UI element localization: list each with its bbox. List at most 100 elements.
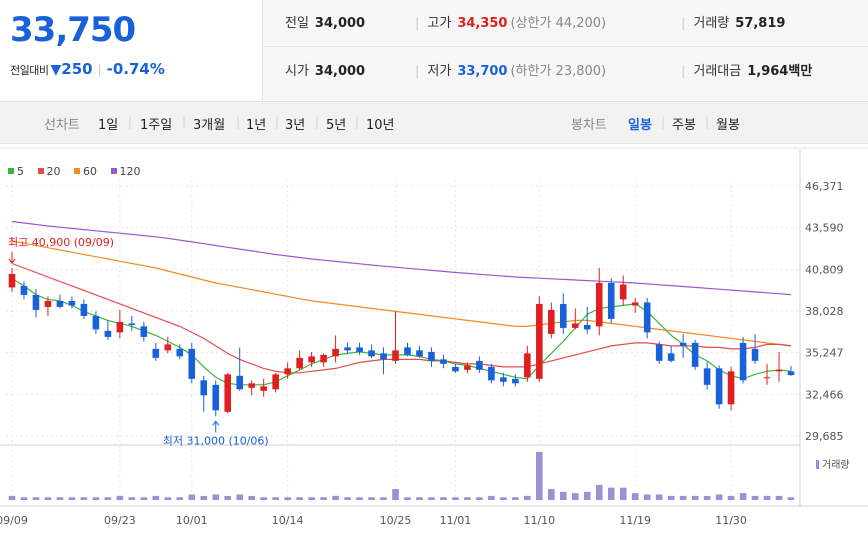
stat-label: 저가 [427,64,452,79]
swatch-icon [8,168,14,174]
volume-bar [260,497,267,500]
stat-label: 거래대금 [693,64,742,79]
x-tick-label: 10/14 [272,514,304,527]
volume-bar [524,495,531,500]
x-tick-label: 11/10 [523,514,555,527]
volume-bar [176,497,184,500]
line-chart-label: 선차트 [44,118,80,133]
candle-daily[interactable]: 일봉 [628,118,652,133]
legend-label: 120 [119,165,141,178]
volume-bar [548,489,555,500]
stat-value: 34,000 [314,64,366,79]
volume-bar [152,495,160,500]
stat-label: 전일 [285,16,309,31]
volume-bars [8,452,795,500]
legend-ma5: 5 [8,165,24,178]
stat-high: | 고가 34,350 (상한가 44,200) [415,12,606,31]
period-1d[interactable]: 1일 [98,118,119,133]
volume-bar [476,497,483,500]
period-1y[interactable]: 1년 [246,118,267,133]
volume-bar [763,495,771,500]
legend-ma20: 20 [37,165,61,178]
volume-bar [643,494,651,500]
quote-header: 33,750 전일대비 ▼250 | -0.74% 전일 34,000 | 고가 34,35… [0,0,868,100]
candle-monthly[interactable]: 월봉 [716,118,740,133]
ma20-line [11,262,792,374]
candle-body [92,315,100,330]
volume-bar [536,452,543,500]
y-tick-label: 32,466 [805,388,844,401]
candle-body [380,353,387,360]
volume-bar [655,494,663,500]
volume-bar [416,497,423,500]
candle-body [751,348,759,361]
ma-legend: 5 20 60 120 [8,165,151,178]
candle-body [643,302,651,333]
volume-bar [344,497,351,500]
volume-bar [284,497,291,500]
volume-bar [332,495,339,500]
divider: | [681,64,686,79]
candle-body [320,354,327,363]
legend-label: 20 [46,165,61,178]
volume-bar [464,497,471,500]
chart-toolbar: 선차트 1일 | 1주일 | 3개월 | 1년 | 3년 | 5년 | 10년 … [0,101,868,144]
candle-body [32,294,40,310]
y-tick-label: 35,247 [805,347,844,360]
x-tick-label: 11/01 [440,514,472,527]
volume-bar [404,497,411,500]
x-tick-label: 11/19 [619,514,651,527]
divider: | [415,16,420,31]
divider: | [182,115,187,129]
legend-ma120: 120 [110,165,141,178]
x-tick-label: 10/01 [176,514,208,527]
candle-body [715,368,723,405]
candle-body [104,330,112,337]
candle-body [20,285,28,295]
candle-body [176,348,184,357]
candle-body [667,353,675,361]
candle-body [428,351,435,361]
volume-legend-swatch-icon [816,460,819,469]
candle-body [739,342,747,381]
upper-limit: (상한가 44,200) [510,16,607,31]
candle-body [763,377,771,379]
candle-body [392,350,399,361]
stat-label: 거래량 [693,16,730,31]
candle-body [224,374,232,412]
candle-body [619,284,627,300]
volume-bar [92,497,100,500]
volume-bar [140,497,148,500]
stat-open: 시가 34,000 [285,60,365,79]
axes: 46,371 43,590 40,809 38,028 35,247 32,466 29,6… [0,180,850,527]
stats-grid: 전일 34,000 | 고가 34,350 (상한가 44,200) | 거래량 57,81… [262,0,868,100]
change-value: 250 [61,60,93,78]
legend-label: 60 [83,165,97,178]
candle-body [727,371,735,405]
period-1w[interactable]: 1주일 [140,118,173,133]
period-10y[interactable]: 10년 [366,118,395,133]
candle-body [44,300,52,307]
ma5-line [11,277,792,386]
candle-body [116,321,124,333]
current-price: 33,750 [10,10,136,50]
volume-bar [392,489,399,500]
volume-bar [8,495,16,500]
candle-body [188,348,196,379]
candle-body [703,368,711,385]
volume-bar [667,495,675,500]
volume-bar [44,497,52,500]
period-5y[interactable]: 5년 [326,118,347,133]
candle-body [488,366,495,381]
divider: | [661,115,666,129]
period-3y[interactable]: 3년 [285,118,306,133]
candle-body [524,353,531,378]
candle-body [80,303,88,316]
stat-turnover: | 거래대금 1,964백만 [681,60,812,79]
period-3m[interactable]: 3개월 [193,118,226,133]
volume-bar [512,497,519,500]
lower-limit: (하한가 23,800) [510,64,607,79]
candle-body [344,347,351,351]
candle-body [140,326,148,337]
candle-weekly[interactable]: 주봉 [672,118,696,133]
